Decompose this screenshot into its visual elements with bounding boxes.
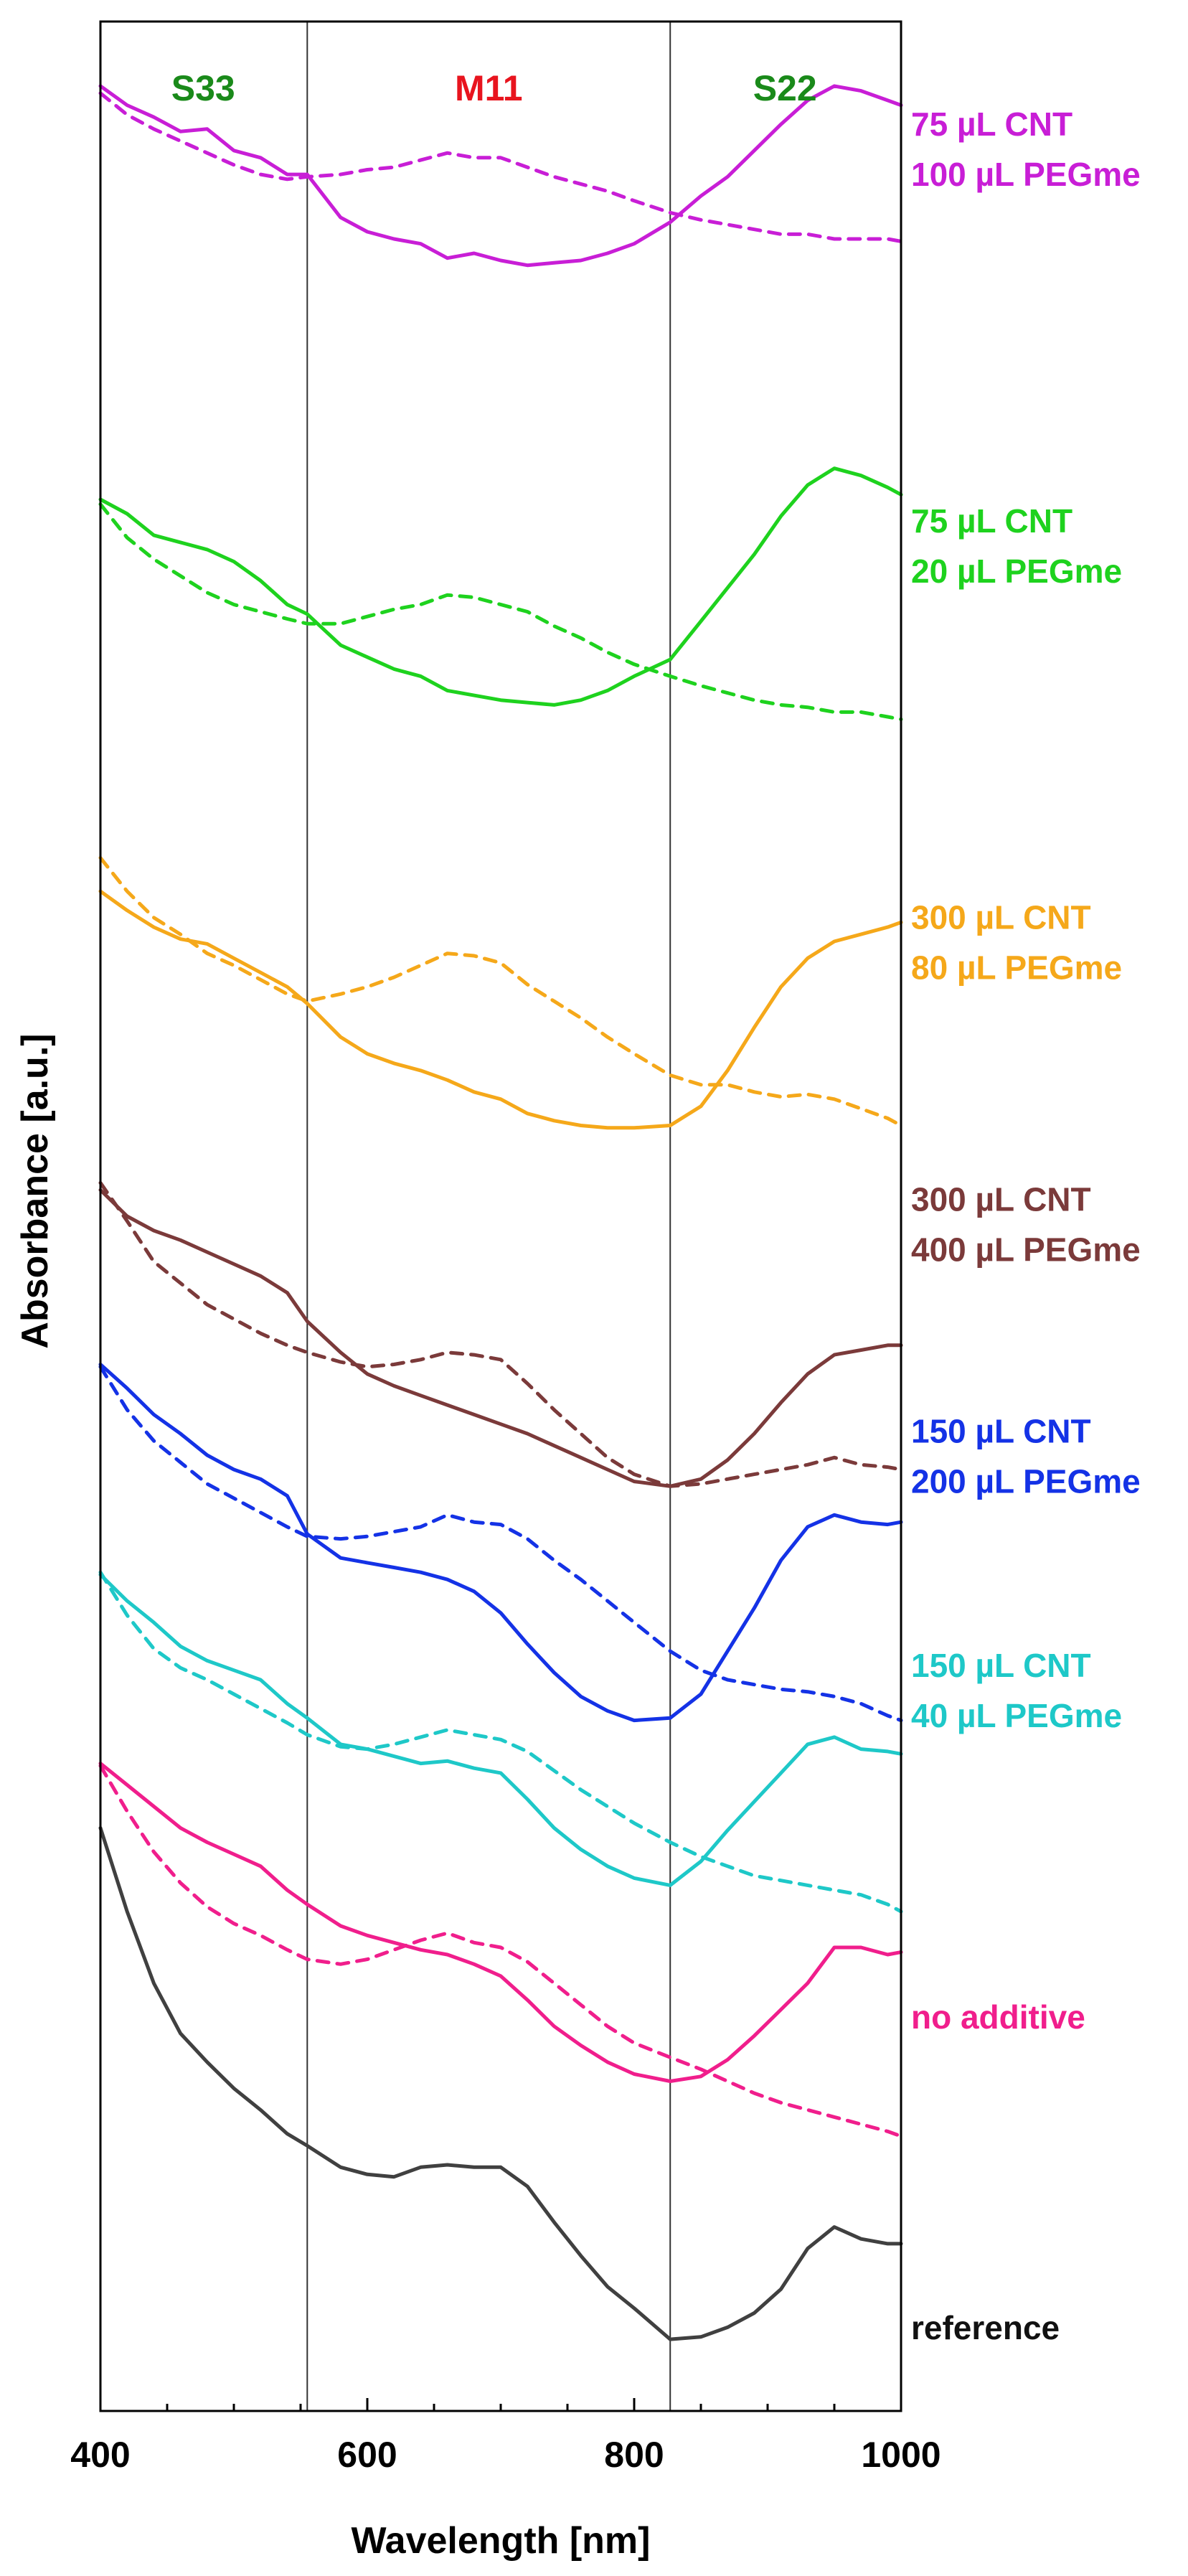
series-label-300-ul-cnt-400-ul-pegme: 300 µL CNT 400 µL PEGme: [911, 1181, 1141, 1269]
x-axis-label: Wavelength [nm]: [352, 2520, 651, 2562]
series-label-line: 75 µL CNT: [911, 502, 1072, 540]
series-75-ul-cnt-20-ul-pegme-dashed: [98, 502, 903, 721]
x-tick-label-600: 600: [337, 2435, 397, 2475]
series-label-150-ul-cnt-200-ul-pegme: 150 µL CNT 200 µL PEGme: [911, 1413, 1141, 1500]
band-label-s33: S33: [171, 68, 235, 108]
band-label-s22: S22: [753, 68, 817, 108]
x-tick-label-400: 400: [70, 2435, 130, 2475]
vlines-layer: [306, 22, 671, 2411]
series-300-ul-cnt-80-ul-pegme-solid: [98, 889, 903, 1130]
series-label-line: 75 µL CNT: [911, 105, 1072, 143]
series-label-line: 200 µL PEGme: [911, 1463, 1141, 1500]
series-label-75-ul-cnt-20-ul-pegme: 75 µL CNT 20 µL PEGme: [911, 502, 1122, 590]
series-150-ul-cnt-40-ul-pegme-solid: [98, 1573, 903, 1887]
series-75-ul-cnt-20-ul-pegme-solid: [98, 466, 903, 707]
series-label-line: 150 µL CNT: [911, 1413, 1091, 1450]
labels-layer: 75 µL CNT 100 µL PEGme 75 µL CNT 20 µL PEGm…: [911, 105, 1141, 2346]
x-tick-label-800: 800: [604, 2435, 664, 2475]
series-150-ul-cnt-40-ul-pegme-dashed: [98, 1570, 903, 1914]
series-label-75-ul-cnt-100-ul-pegme: 75 µL CNT 100 µL PEGme: [911, 105, 1141, 193]
series-label-line: 150 µL CNT: [911, 1647, 1091, 1684]
series-150-ul-cnt-200-ul-pegme-solid: [98, 1363, 903, 1723]
series-label-line: 300 µL CNT: [911, 899, 1091, 936]
series-label-reference: reference: [911, 2309, 1060, 2346]
series-label-line: reference: [911, 2309, 1060, 2346]
bands-layer: S33 M11 S22: [171, 68, 817, 108]
series-label-line: 300 µL CNT: [911, 1181, 1091, 1218]
series-label-300-ul-cnt-80-ul-pegme: 300 µL CNT 80 µL PEGme: [911, 899, 1122, 987]
series-300-ul-cnt-400-ul-pegme-dashed: [98, 1180, 903, 1488]
series-label-no-additive: no additive: [911, 1998, 1085, 2036]
x-tick-label-1000: 1000: [861, 2435, 940, 2475]
series-no-additive-dashed: [98, 1764, 903, 2138]
series-label-line: 40 µL PEGme: [911, 1697, 1122, 1734]
series-label-150-ul-cnt-40-ul-pegme: 150 µL CNT 40 µL PEGme: [911, 1647, 1122, 1734]
series-label-line: 100 µL PEGme: [911, 156, 1141, 193]
series-300-ul-cnt-80-ul-pegme-dashed: [98, 856, 903, 1127]
series-no-additive-solid: [98, 1762, 903, 2083]
series-150-ul-cnt-200-ul-pegme-dashed: [98, 1365, 903, 1723]
series-75-ul-cnt-100-ul-pegme-dashed: [98, 91, 903, 243]
series-layer: [98, 84, 903, 2341]
series-reference: [98, 1826, 903, 2341]
band-label-m11: M11: [455, 68, 523, 108]
series-label-line: 20 µL PEGme: [911, 553, 1122, 590]
series-label-line: no additive: [911, 1998, 1085, 2036]
series-label-line: 400 µL PEGme: [911, 1231, 1141, 1269]
series-label-line: 80 µL PEGme: [911, 949, 1122, 987]
series-300-ul-cnt-400-ul-pegme-solid: [98, 1188, 903, 1488]
series-75-ul-cnt-100-ul-pegme-solid: [98, 84, 903, 268]
y-axis-label: Absorbance [a.u.]: [14, 1033, 56, 1348]
ticks-layer: 400 600 800 1000: [70, 2398, 941, 2475]
